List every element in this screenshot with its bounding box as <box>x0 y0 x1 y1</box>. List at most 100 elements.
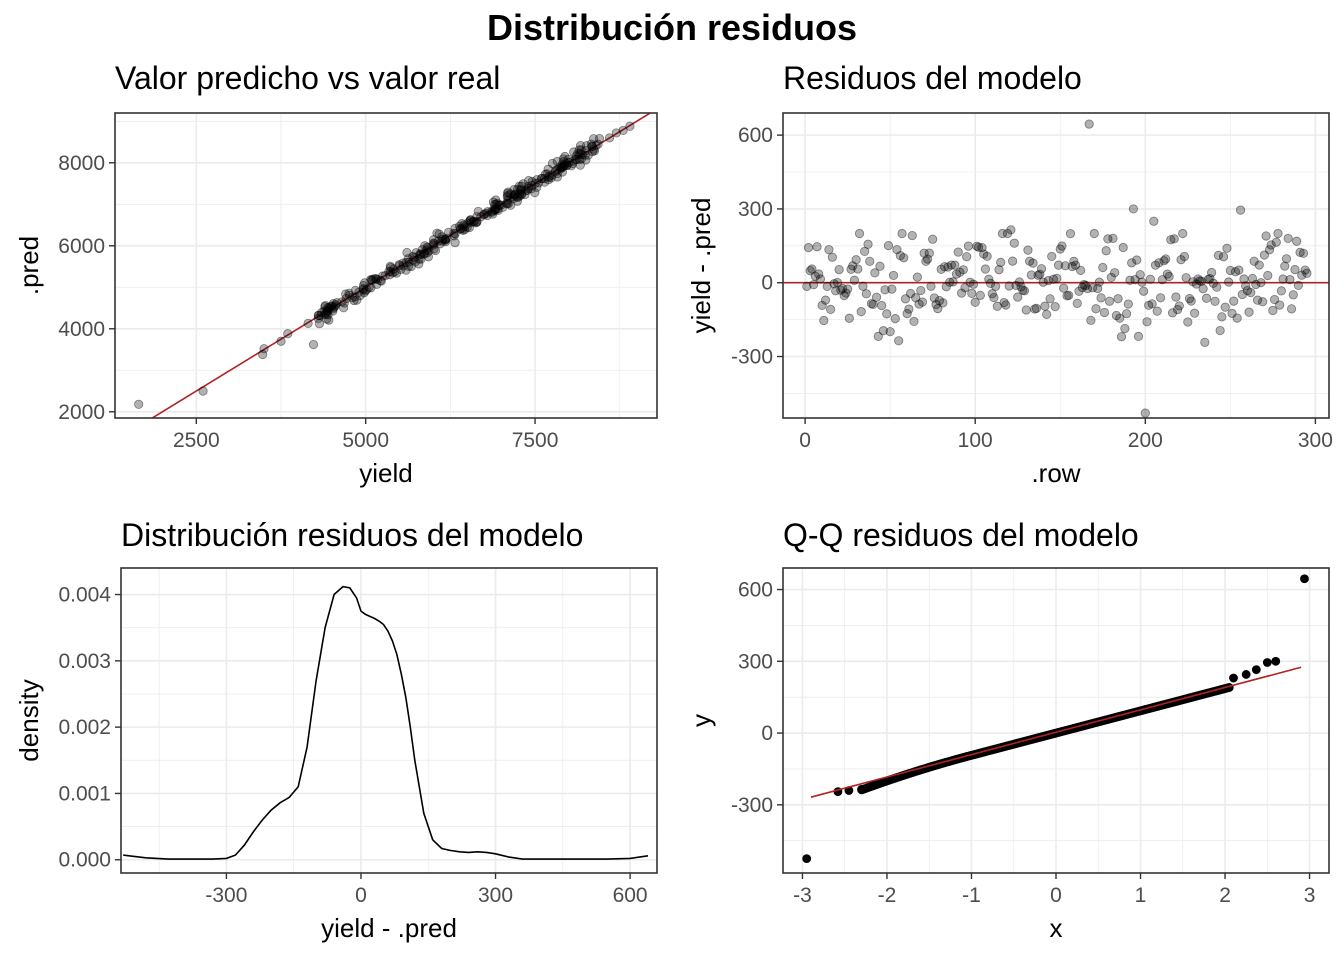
residual-point <box>1169 234 1179 244</box>
data-point <box>506 200 516 210</box>
data-point <box>326 302 336 312</box>
data-point <box>563 154 573 164</box>
residual-point <box>860 246 870 257</box>
x-tick-label: -2 <box>878 884 897 907</box>
data-point <box>344 288 354 298</box>
residual-point <box>1237 289 1247 300</box>
residual-point <box>817 300 827 311</box>
residual-point <box>827 252 837 262</box>
residual-point <box>1290 265 1300 275</box>
data-point <box>540 177 550 187</box>
data-point <box>376 276 386 286</box>
data-point <box>469 216 479 226</box>
residual-point <box>1201 293 1212 303</box>
data-point <box>481 208 491 219</box>
data-point <box>386 263 396 273</box>
residual-point <box>1059 283 1069 293</box>
data-point <box>573 148 583 159</box>
data-point <box>552 156 562 167</box>
residual-point <box>1115 313 1125 323</box>
data-point <box>428 235 439 245</box>
residual-point <box>921 256 931 266</box>
residual-point <box>892 245 902 255</box>
residual-point <box>951 269 962 279</box>
residual-point <box>1276 286 1286 296</box>
data-point <box>316 310 326 321</box>
residual-point <box>1145 274 1156 284</box>
data-point <box>540 169 551 179</box>
residual-point <box>1042 309 1052 319</box>
plot-area <box>123 585 649 860</box>
data-point <box>460 221 470 232</box>
data-point <box>384 266 394 277</box>
residual-point <box>1251 279 1261 290</box>
residual-point <box>1096 293 1106 303</box>
data-point <box>581 145 591 156</box>
data-point <box>429 244 439 254</box>
data-point <box>398 261 408 271</box>
data-point <box>524 176 534 186</box>
residual-point <box>1043 276 1053 286</box>
data-point <box>341 289 351 299</box>
residual-point <box>1234 265 1244 275</box>
data-point <box>414 254 424 264</box>
residual-point <box>1241 281 1251 291</box>
residual-point <box>914 299 924 309</box>
data-point <box>492 198 502 208</box>
residual-point <box>1174 301 1184 311</box>
data-point <box>536 173 547 184</box>
residual-point <box>1013 292 1023 302</box>
panels: Valor predicho vs valor real 2500 5000 7500… <box>14 60 1333 943</box>
reference-line <box>150 113 652 418</box>
residual-point <box>1203 274 1213 285</box>
residual-point <box>805 266 815 276</box>
data-point <box>568 158 578 169</box>
data-point <box>385 270 395 280</box>
residual-point <box>1123 299 1133 309</box>
residual-point <box>887 284 897 294</box>
data-point <box>316 307 327 318</box>
y-tick-label: 0.003 <box>58 650 111 673</box>
residual-point <box>1120 323 1130 334</box>
plot-area <box>134 113 652 418</box>
data-point <box>476 212 486 222</box>
residual-point <box>1079 280 1089 290</box>
grid <box>783 113 1329 418</box>
residual-point <box>1295 247 1305 257</box>
residual-point <box>1225 265 1235 276</box>
data-point <box>423 243 433 253</box>
y-axis-label: y <box>686 714 716 727</box>
y-tick-label: -300 <box>731 346 773 369</box>
residual-point <box>1152 306 1162 316</box>
residual-point <box>1132 255 1142 265</box>
data-point <box>513 192 523 202</box>
residual-point <box>1125 275 1135 285</box>
data-point <box>498 202 508 212</box>
residual-point <box>1118 242 1128 253</box>
data-point <box>472 217 482 227</box>
data-point <box>546 173 556 183</box>
data-point <box>366 275 376 285</box>
residual-point <box>905 288 916 299</box>
data-point <box>521 186 531 196</box>
data-point <box>420 241 430 251</box>
data-point <box>568 156 578 166</box>
residual-point <box>989 292 999 303</box>
panel-background <box>783 113 1329 418</box>
residual-point <box>834 264 844 275</box>
x-tick-label: 0 <box>1050 884 1062 907</box>
panel-title: Q-Q residuos del modelo <box>783 517 1139 553</box>
data-point <box>324 315 334 325</box>
data-point <box>328 306 338 316</box>
data-point <box>354 287 364 297</box>
x-tick-label: 100 <box>958 429 993 452</box>
data-point <box>339 303 349 313</box>
data-point <box>327 301 337 311</box>
data-point <box>358 285 368 295</box>
data-point <box>533 178 544 188</box>
residual-point <box>888 270 899 281</box>
data-point <box>557 167 568 177</box>
data-point <box>503 199 513 209</box>
data-point <box>319 306 329 316</box>
